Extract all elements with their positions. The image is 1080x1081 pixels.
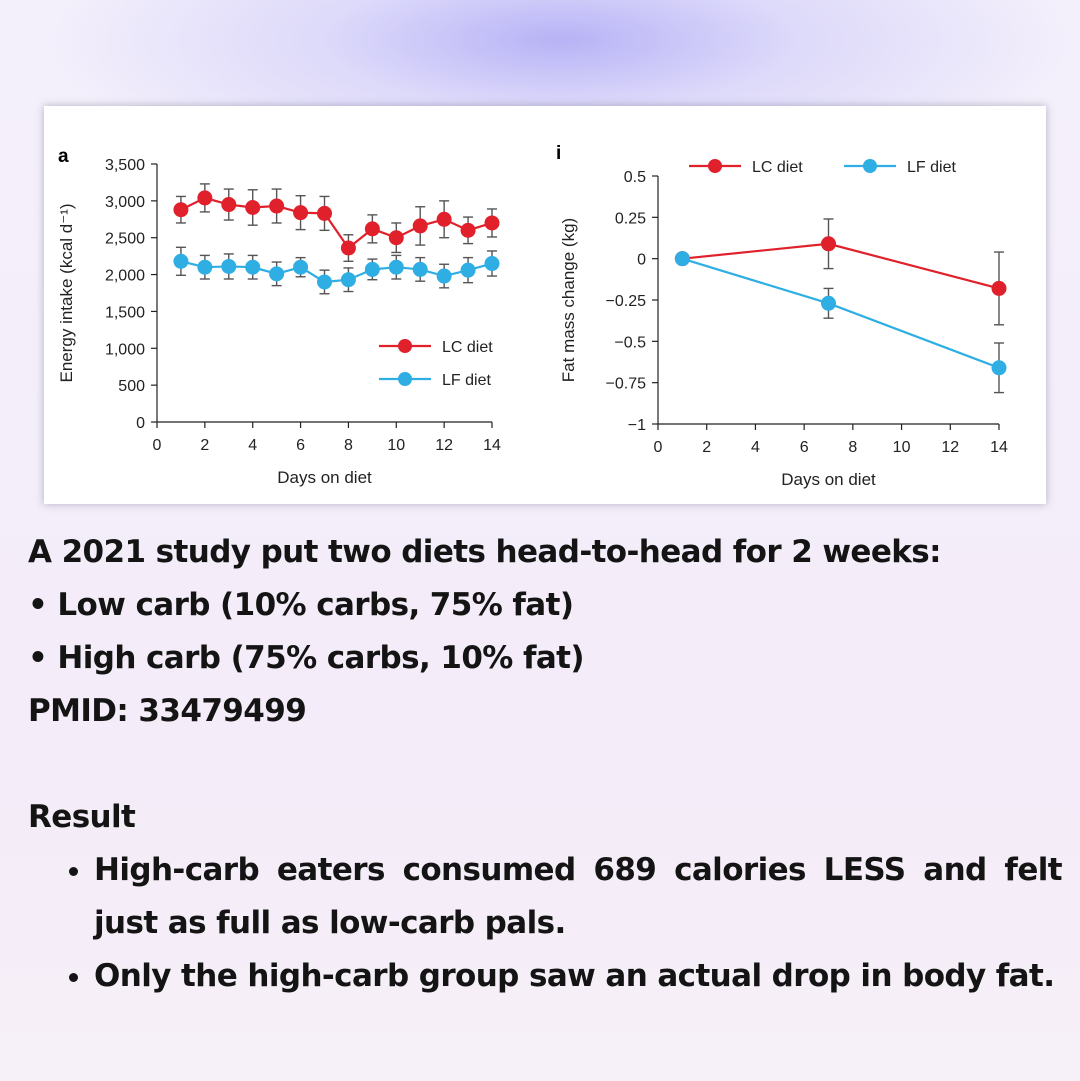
data-point [173,202,189,218]
data-point [364,221,380,237]
legend-marker [398,372,412,386]
result-bullet: Only the high-carb group saw an actual d… [94,950,1062,1003]
data-point [484,215,500,231]
y-tick-label: −0.75 [606,376,647,393]
x-tick-label: 2 [200,437,209,454]
data-point [317,274,332,290]
x-tick-label: 12 [435,437,453,454]
y-tick-label: 1,500 [105,304,145,321]
y-tick-label: 3,000 [105,194,145,211]
x-tick-label: 8 [344,437,353,454]
x-tick-label: 8 [848,439,857,456]
x-tick-label: 10 [893,439,911,456]
y-tick-label: 0.25 [615,210,646,227]
legend-label: LC diet [752,159,803,176]
data-point [436,268,452,284]
chart-panel-a: 0 500 1,000 1,500 2,000 2,500 3,000 3,500 0 2 4 6 8 1… [57,146,501,487]
data-point [821,236,836,252]
data-point [388,259,404,275]
data-point [317,205,332,221]
series-line [682,242,1000,290]
data-point [221,258,237,274]
data-point [436,211,452,227]
data-point [293,205,309,221]
data-point [674,251,690,267]
low-carb-line: • Low carb (10% carbs, 75% fat) [28,587,574,623]
result-heading: Result [28,799,136,835]
data-point [364,261,380,277]
x-axis-label: Days on diet [277,468,372,487]
study-summary: A 2021 study put two diets head-to-head … [28,534,942,570]
data-point [269,266,285,282]
data-point [173,253,189,269]
data-point [197,190,213,206]
x-tick-label: 10 [387,437,405,454]
x-tick-label: 4 [751,439,760,456]
x-tick-label: 14 [483,437,501,454]
y-tick-label: 0 [637,252,646,269]
y-tick-label: −1 [628,417,646,434]
y-tick-label: 500 [118,378,145,395]
y-tick-label: 0 [136,415,145,432]
data-point [460,262,476,278]
data-point [340,272,356,288]
y-axis-label: Energy intake (kcal d⁻¹) [57,203,76,382]
x-tick-label: 12 [941,439,959,456]
data-point [245,199,261,215]
data-point [991,280,1007,296]
x-tick-label: 0 [654,439,663,456]
x-tick-label: 6 [296,437,305,454]
high-carb-line: • High carb (75% carbs, 10% fat) [28,640,585,676]
y-tick-label: −0.5 [614,334,646,351]
data-point [412,261,428,277]
data-point [460,222,476,238]
data-point [197,259,213,275]
pmid-line: PMID: 33479499 [28,693,307,729]
data-point [991,360,1007,376]
spacer [28,738,1062,791]
y-tick-label: 1,000 [105,341,145,358]
legend-marker [863,159,877,173]
result-bullet: High-carb eaters consumed 689 calories L… [94,844,1063,950]
legend-label: LF diet [907,159,956,176]
data-point [245,259,261,275]
y-axis-label: Fat mass change (kg) [559,218,578,382]
data-point [412,218,428,234]
legend-label: LF diet [442,372,491,389]
legend-label: LC diet [442,339,493,356]
data-point [484,256,500,272]
result-list: High-carb eaters consumed 689 calories L… [28,844,1063,1003]
y-tick-label: 2,500 [105,231,145,248]
data-point [388,230,404,246]
x-tick-label: 4 [248,437,257,454]
x-tick-label: 14 [990,439,1008,456]
legend-marker [708,159,722,173]
data-point [221,197,237,213]
x-tick-label: 0 [153,437,162,454]
panel-label: a [58,146,69,167]
legend-marker [398,339,412,353]
data-point [293,259,309,275]
y-tick-label: −0.25 [606,293,647,310]
x-tick-label: 2 [702,439,711,456]
x-axis-label: Days on diet [781,470,876,489]
figure-svg: 0 500 1,000 1,500 2,000 2,500 3,000 3,500 0 2 4 6 8 1… [57,143,1008,489]
caption: A 2021 study put two diets head-to-head … [28,526,1063,1003]
y-tick-label: 2,000 [105,268,145,285]
x-tick-label: 6 [800,439,809,456]
y-tick-label: 0.5 [624,169,646,186]
data-point [269,198,285,214]
data-point [821,295,836,311]
chart-panel-i: −1 −0.75 −0.5 −0.25 0 0.25 0.5 0 2 4 6 8 10 12 14 Days … [556,143,1008,489]
y-tick-label: 3,500 [105,157,145,174]
figure-card: 0 500 1,000 1,500 2,000 2,500 3,000 3,500 0 2 4 6 8 1… [44,106,1046,504]
data-point [340,240,356,256]
panel-label: i [556,143,561,164]
